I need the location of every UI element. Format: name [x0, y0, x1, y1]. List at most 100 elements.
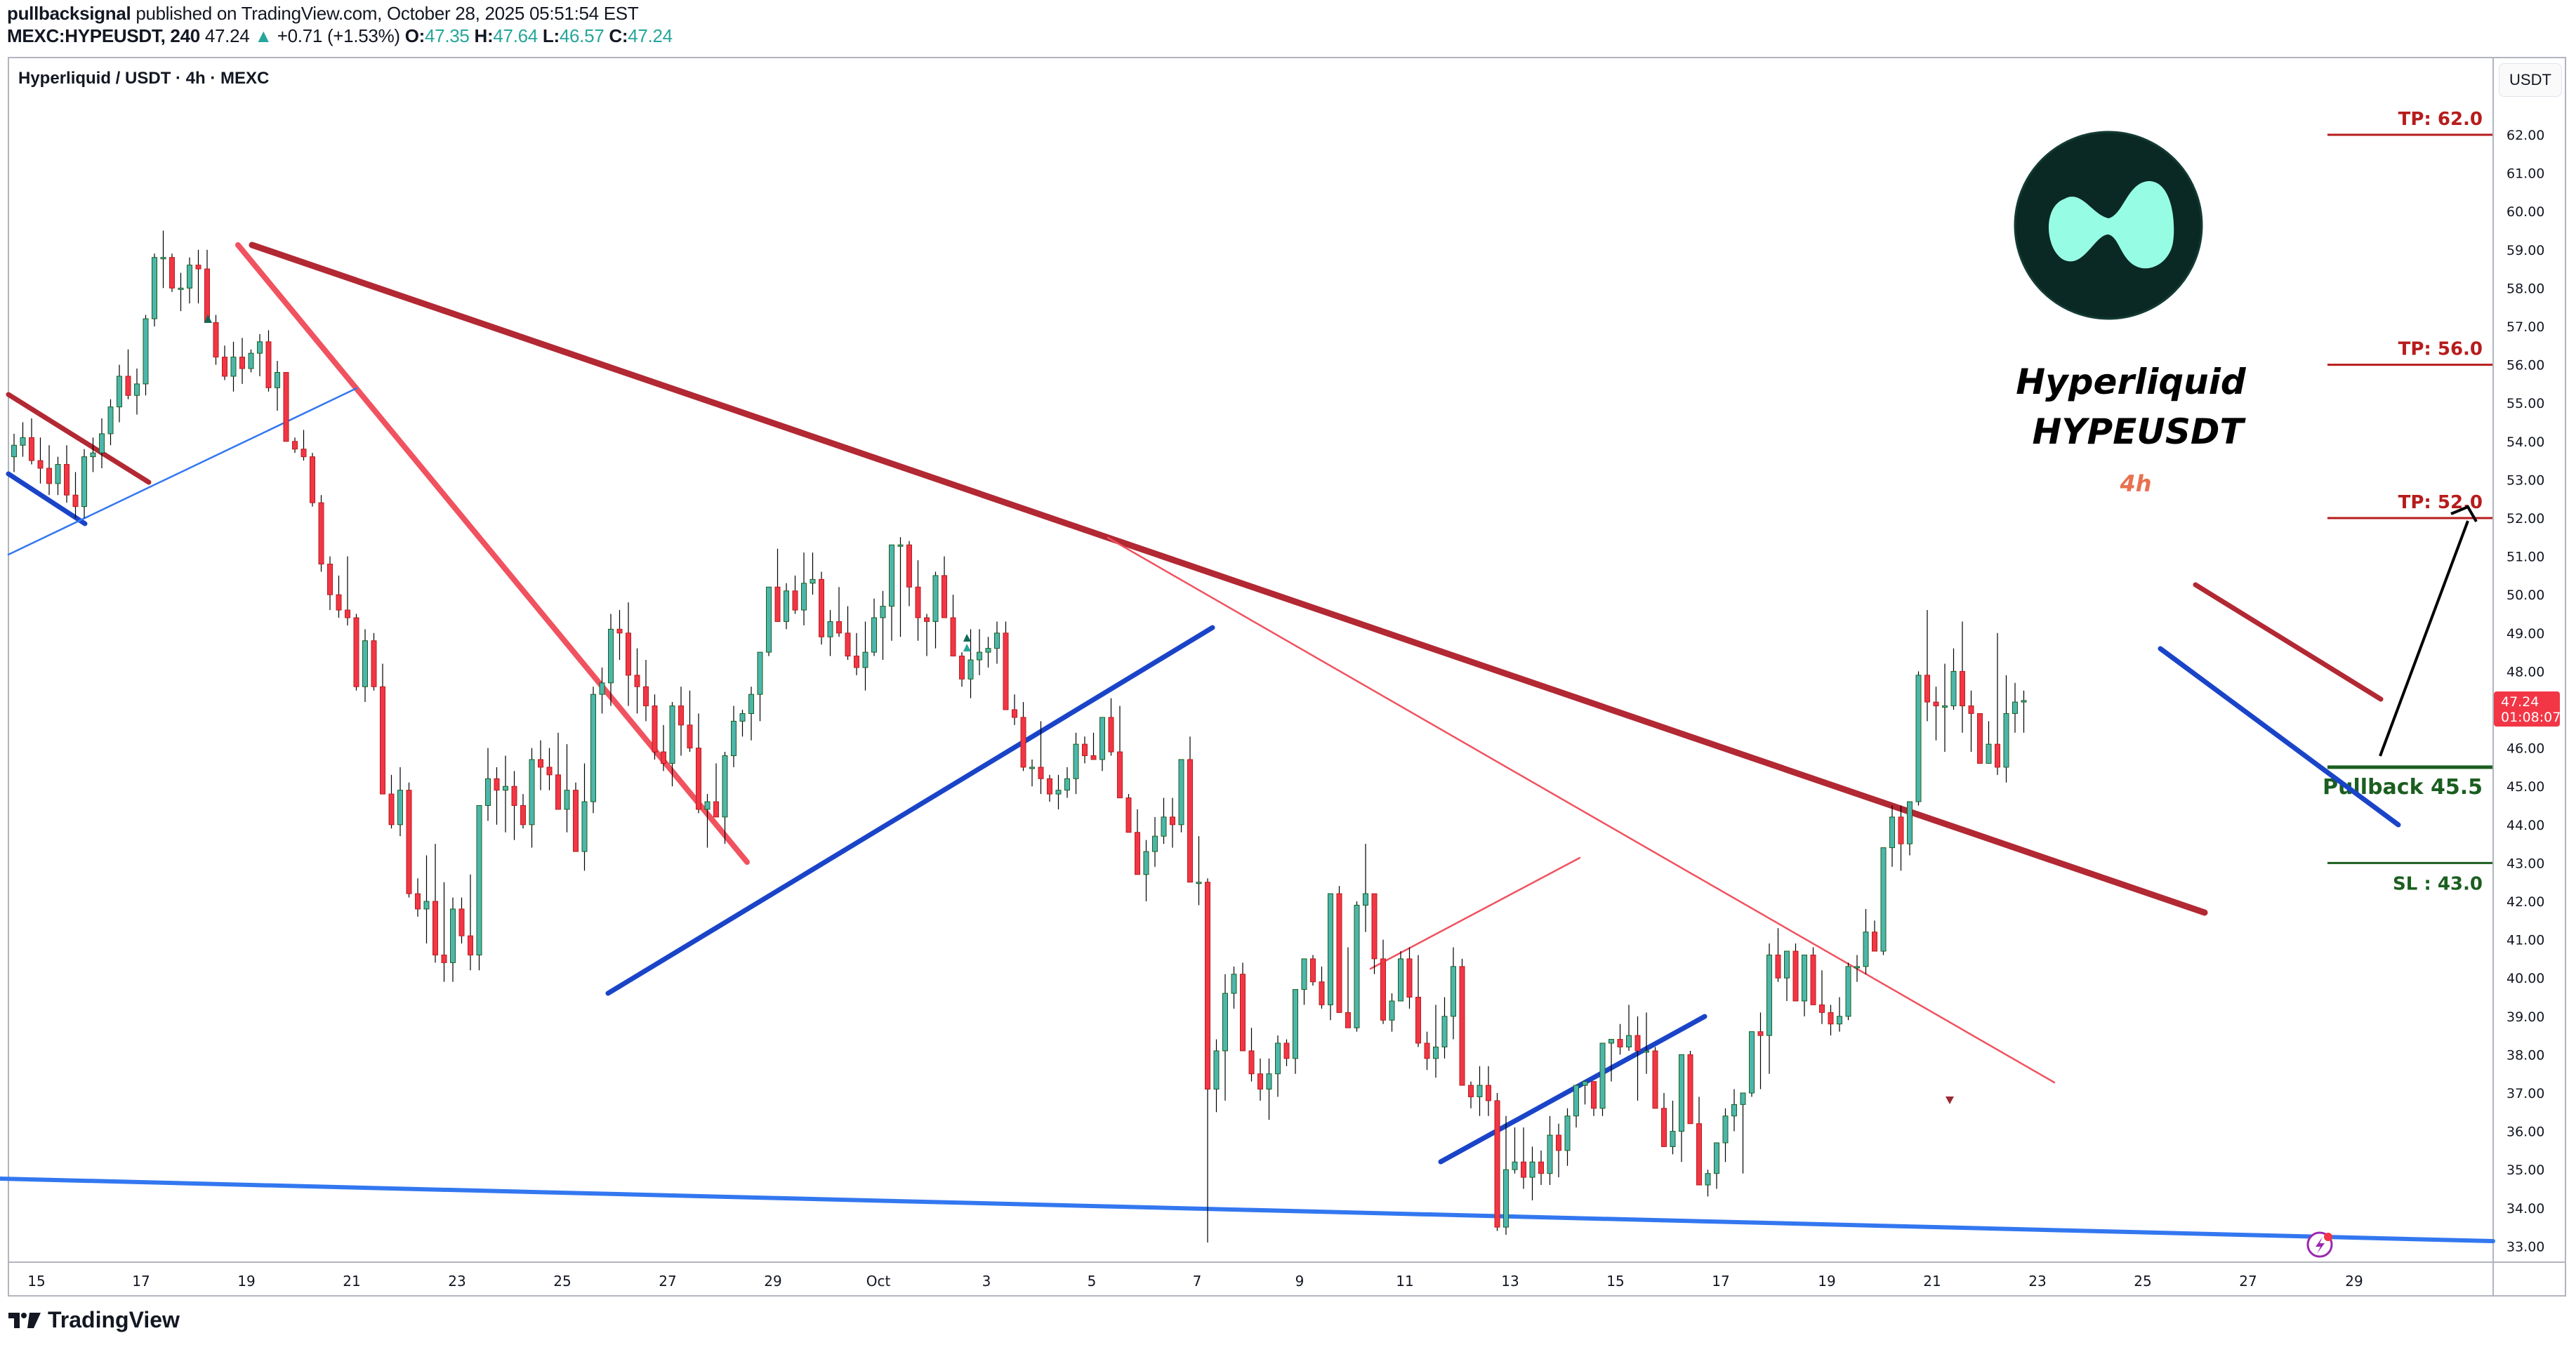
- time-axis[interactable]: 15 17 19 21 23 25 27 29 Oct 3 5 7 9 11 13 15 17 19 21 23 25 2…: [27, 1273, 2363, 1290]
- candle: [213, 322, 219, 358]
- candle: [72, 494, 79, 508]
- tradingview-logo-icon: [8, 1312, 41, 1328]
- candle: [318, 502, 324, 565]
- candle: [275, 372, 280, 388]
- price-tick: 58.00: [2506, 281, 2544, 296]
- candle: [1573, 1085, 1579, 1117]
- candle: [977, 651, 982, 661]
- candle: [985, 648, 991, 653]
- price-tick: 34.00: [2506, 1201, 2544, 1217]
- candle: [862, 651, 868, 668]
- candle: [1301, 958, 1307, 990]
- price-tick: 49.00: [2506, 626, 2544, 642]
- time-tick: 29: [764, 1273, 781, 1290]
- candle: [1275, 1042, 1281, 1075]
- candle: [160, 257, 166, 260]
- tradingview-footer[interactable]: TradingView: [8, 1307, 180, 1333]
- price-tick: 33.00: [2506, 1239, 2544, 1254]
- candle: [1310, 958, 1316, 983]
- candle: [1880, 847, 1887, 952]
- candle: [1354, 904, 1360, 1028]
- candle: [1898, 816, 1904, 844]
- candle: [836, 621, 842, 634]
- candle: [564, 790, 570, 810]
- price-tick: 52.00: [2506, 511, 2544, 526]
- candle: [1731, 1104, 1737, 1117]
- price-tick: 40.00: [2506, 971, 2544, 986]
- candle: [222, 357, 227, 377]
- candle: [1740, 1092, 1746, 1105]
- brand-name: TradingView: [48, 1307, 180, 1332]
- candle: [1845, 966, 1851, 1017]
- candle: [1828, 1012, 1834, 1025]
- candle: [1634, 1035, 1641, 1052]
- price-tick: 35.00: [2506, 1162, 2544, 1178]
- candle: [1117, 751, 1123, 799]
- candle: [1687, 1054, 1693, 1125]
- price-tick: 39.00: [2506, 1009, 2544, 1025]
- candle: [1889, 816, 1895, 849]
- candle: [1477, 1085, 1483, 1097]
- price-tick: 51.00: [2506, 550, 2544, 565]
- candle: [187, 265, 192, 289]
- candle: [634, 675, 640, 687]
- candle: [1468, 1085, 1474, 1097]
- price-change: +0.71 (+1.53%): [277, 25, 400, 46]
- candle: [1380, 958, 1386, 1021]
- price-axis[interactable]: 62.00 61.00 60.00 59.00 58.00 57.00 56.00 55.00…: [2506, 128, 2544, 1254]
- last-price: 47.24: [204, 25, 250, 46]
- candle: [880, 606, 886, 618]
- candle: [1082, 743, 1088, 757]
- time-tick: 15: [1606, 1273, 1624, 1290]
- open-value: 47.35: [425, 25, 470, 46]
- candle: [1231, 974, 1237, 994]
- candle: [468, 935, 473, 955]
- candle: [1248, 1050, 1255, 1075]
- candle: [1670, 1131, 1676, 1147]
- candle: [441, 954, 447, 963]
- time-tick: 9: [1295, 1273, 1304, 1290]
- candle: [784, 590, 789, 622]
- low-value: 46.57: [559, 25, 605, 46]
- candle: [792, 590, 798, 611]
- candle: [1336, 893, 1342, 1013]
- time-tick: 21: [1923, 1273, 1941, 1290]
- high-label: H:: [474, 25, 494, 46]
- candle: [1319, 981, 1325, 1005]
- candle: [81, 456, 87, 508]
- publisher-name[interactable]: pullbacksignal: [7, 3, 131, 24]
- candle: [932, 575, 939, 622]
- candle: [871, 617, 877, 653]
- time-tick: Oct: [866, 1273, 891, 1290]
- time-tick: 21: [343, 1273, 360, 1290]
- candle: [1960, 670, 1965, 707]
- chart-title: Hyperliquid / USDT · 4h · MEXC: [18, 69, 270, 88]
- candle: [283, 372, 289, 442]
- candle: [757, 651, 763, 695]
- candle: [643, 686, 649, 707]
- currency-button[interactable]: USDT: [2499, 63, 2562, 97]
- candle: [608, 628, 614, 684]
- candle: [327, 564, 333, 595]
- candle: [195, 265, 202, 270]
- buy-signal-icon: [963, 634, 971, 642]
- candle: [810, 578, 816, 584]
- candle: [1837, 1016, 1842, 1025]
- time-tick: 23: [448, 1273, 465, 1290]
- candle: [1398, 958, 1403, 1002]
- candle: [1345, 1012, 1351, 1028]
- svg-text:01:08:07: 01:08:07: [2501, 710, 2561, 725]
- lightning-alert-icon[interactable]: [2306, 1231, 2333, 1258]
- candle: [1661, 1108, 1667, 1147]
- candle: [1863, 932, 1869, 967]
- candle: [1977, 713, 1983, 764]
- candle: [423, 901, 430, 910]
- candle: [1854, 966, 1860, 969]
- candle: [300, 449, 307, 458]
- candle: [1950, 670, 1957, 707]
- price-tick: 53.00: [2506, 472, 2544, 488]
- candle: [2003, 713, 2009, 768]
- candle: [1819, 1004, 1825, 1013]
- candle: [1775, 954, 1781, 979]
